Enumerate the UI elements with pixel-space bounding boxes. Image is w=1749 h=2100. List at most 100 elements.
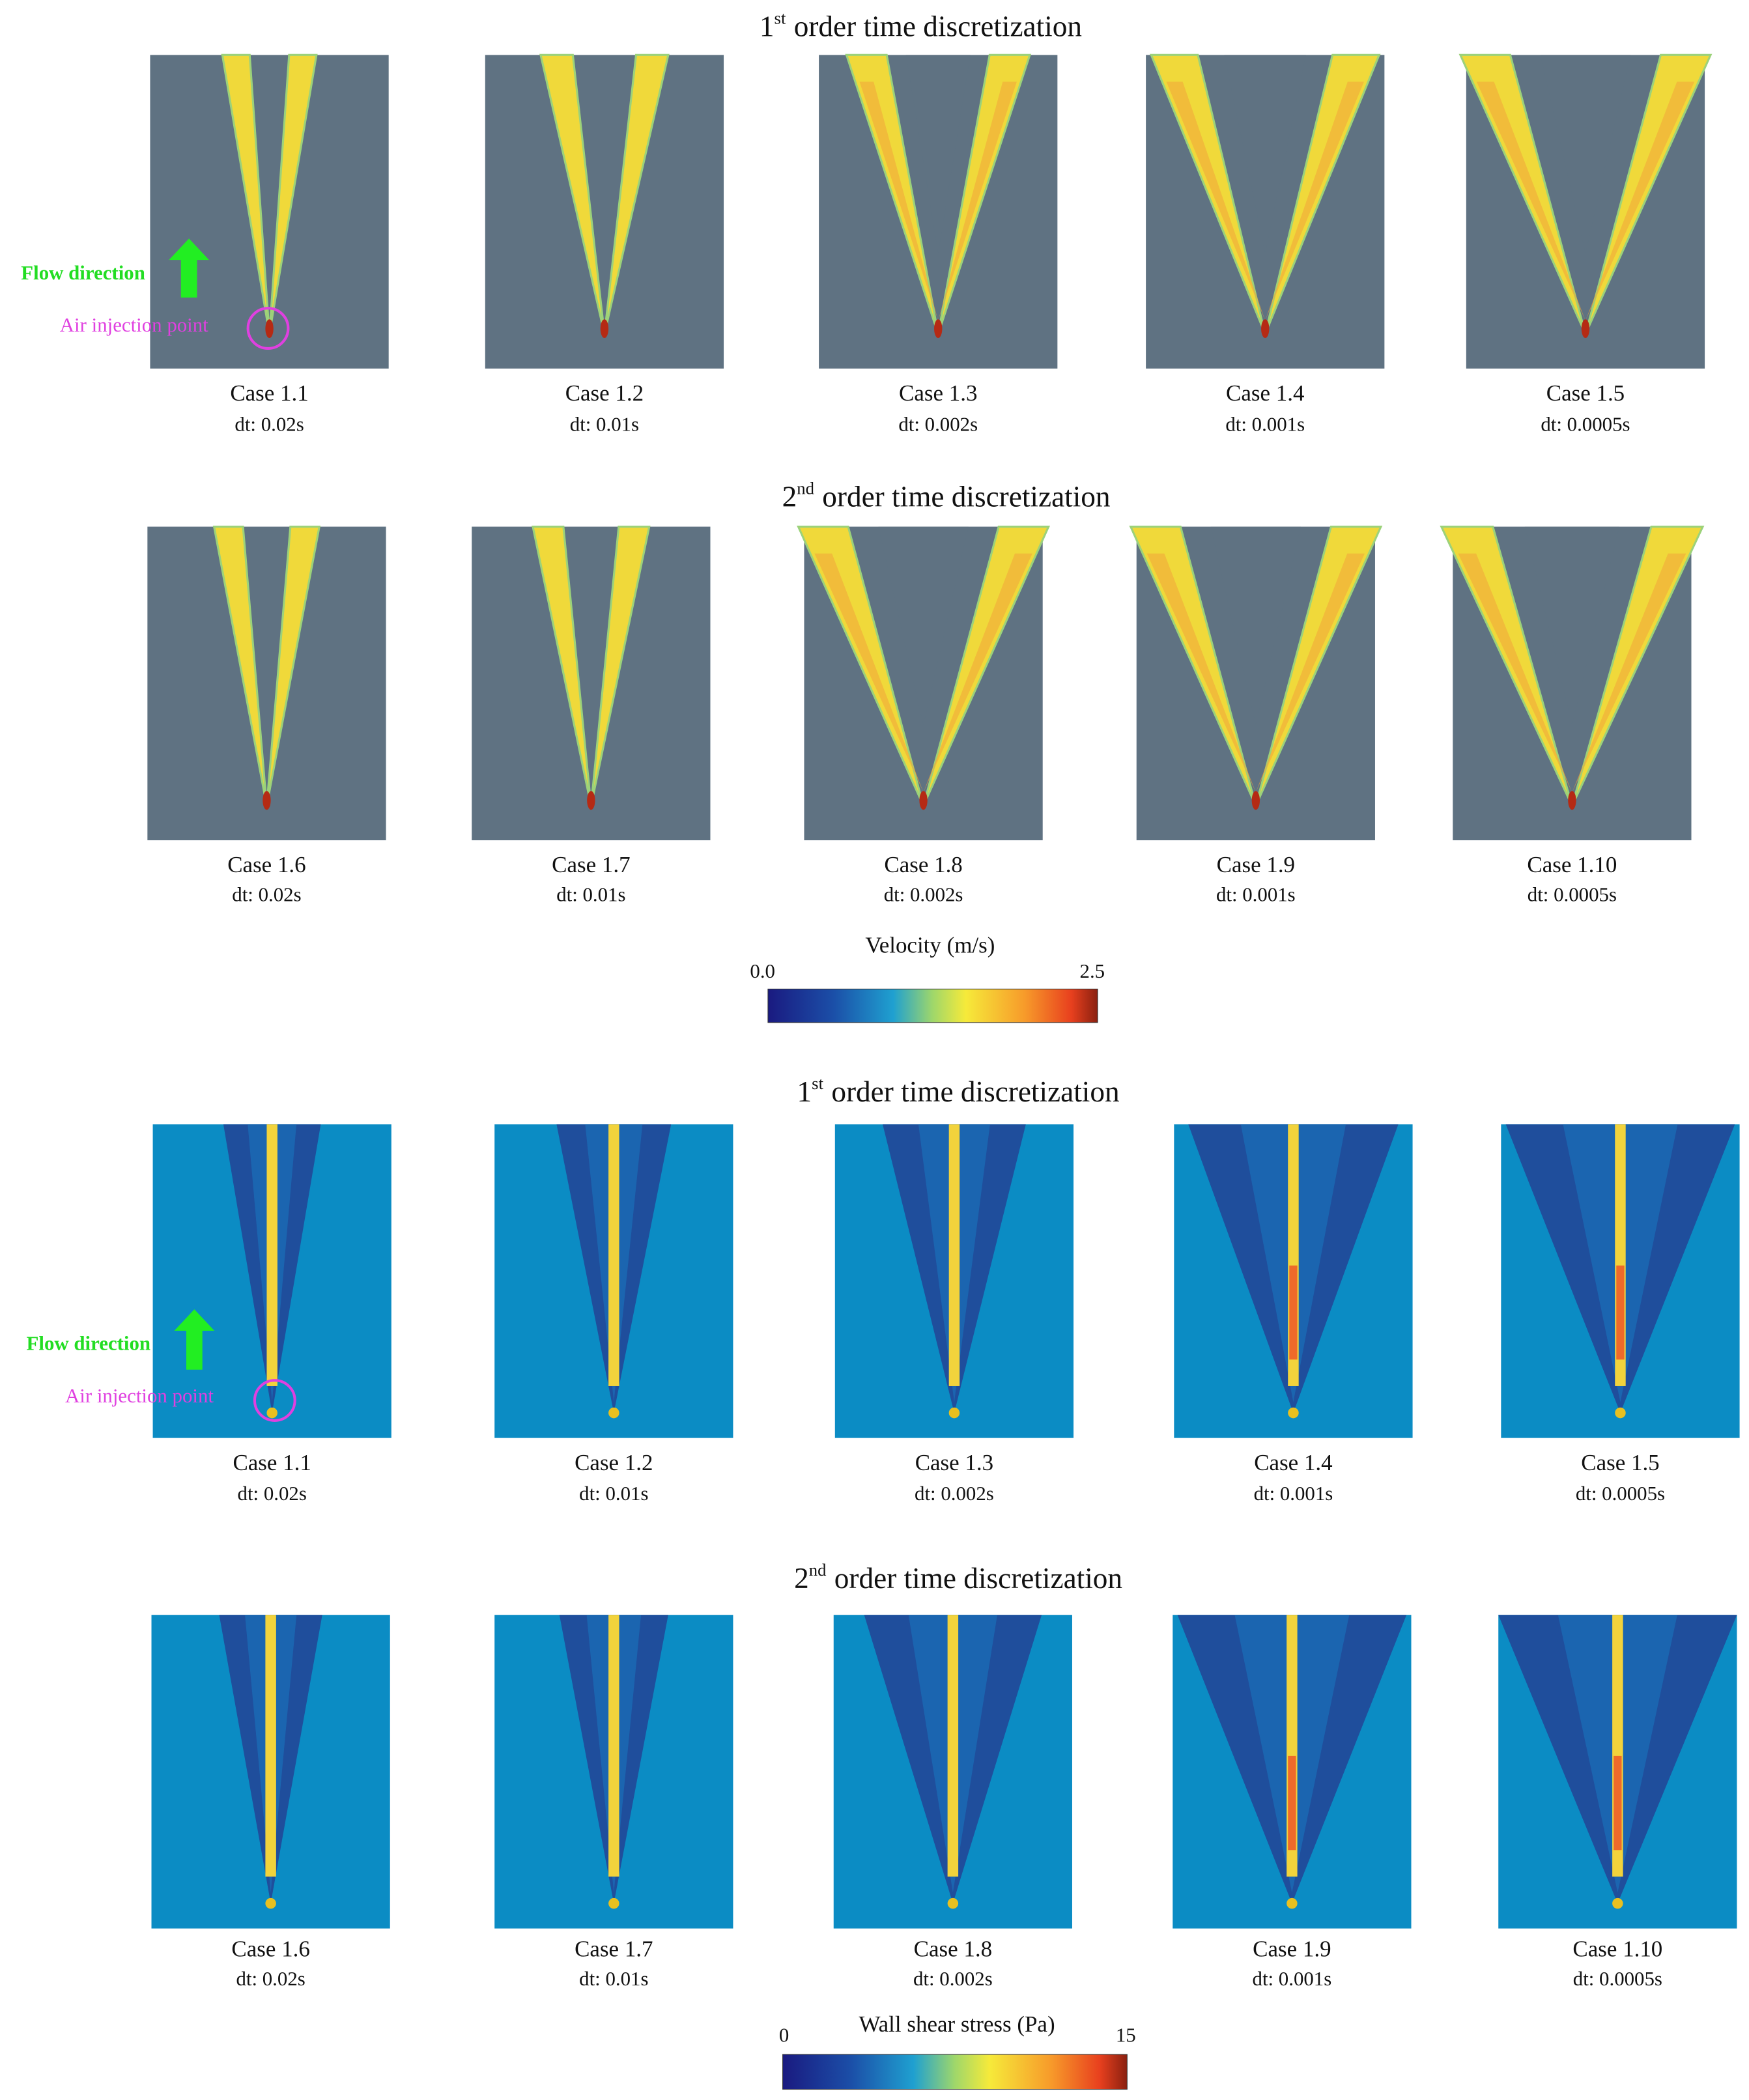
plume-core [923,553,1032,793]
plume-arm [268,53,318,335]
dt-label: dt: 0.001s [1253,1968,1332,1990]
injection-hotspot [263,791,271,810]
dt-label: dt: 0.001s [1216,884,1296,906]
plume-gap [905,55,971,254]
shear-core-hot [1289,1265,1298,1360]
colorbar [767,988,1098,1023]
shear-core-hot [1288,1755,1296,1851]
dt-label: dt: 0.02s [238,1483,307,1505]
shear-core-hot [1616,1265,1625,1360]
contour-panel [1146,53,1385,369]
injection-label: Air injection point [65,1385,214,1407]
injection-hotspot [265,319,274,339]
colorbar [782,2054,1128,2090]
injection-label: Air injection point [60,314,208,336]
contour-panel [834,1124,1074,1438]
case-label: Case 1.6 [227,852,306,877]
dt-label: dt: 0.0005s [1573,1968,1662,1990]
plume-arm [1440,526,1573,806]
flow-arrow [169,238,209,298]
plume-arm [221,53,271,335]
title-text: order time discretization [831,1075,1119,1108]
injection-hotspot [1615,1407,1626,1419]
flow-direction-label: Flow direction [21,262,145,284]
dt-label: dt: 0.002s [915,1483,994,1505]
injection-hotspot [587,791,595,810]
plume-arm [1255,526,1383,806]
plume-core [1146,553,1256,793]
title-number: 1 [760,10,775,43]
case-label: Case 1.2 [565,380,644,406]
case-label: Case 1.4 [1226,380,1304,406]
plume-arm [590,526,651,806]
title-text: order time discretization [794,10,1082,43]
plume-arm [603,53,670,335]
contour-panel [833,1615,1072,1929]
contour-panel [152,1124,391,1438]
dt-label: dt: 0.0005s [1541,413,1630,435]
dt-label: dt: 0.001s [1225,413,1305,435]
colorbar-max: 15 [1116,2024,1136,2046]
contour-panel [1458,53,1713,369]
contour-panel [1501,1124,1740,1438]
contour-panel [1173,1615,1412,1929]
case-label: Case 1.1 [233,1450,311,1475]
injection-hotspot [266,1407,277,1419]
title-suffix: st [775,8,786,27]
plume-arm [1149,53,1266,335]
title-text: order time discretization [834,1562,1122,1595]
contour-panel [494,1615,733,1929]
injection-hotspot [947,1897,959,1909]
contour-panel [1440,526,1705,841]
plume-core [1476,81,1585,321]
dt-label: dt: 0.02s [232,884,301,906]
shear-core [608,1124,619,1386]
injection-hotspot [948,1407,960,1419]
case-label: Case 1.3 [915,1450,993,1475]
contour-panel [797,526,1051,841]
colorbar-max: 2.5 [1080,960,1105,982]
case-label: Case 1.8 [914,1937,992,1962]
panel-background [150,55,389,369]
plume-gap [1210,526,1301,726]
title-number: 2 [782,481,797,513]
dt-label: dt: 0.01s [556,884,625,906]
dt-label: dt: 0.0005s [1576,1483,1665,1505]
injection-hotspot [1568,791,1576,810]
contour-panel [1498,1615,1737,1929]
case-label: Case 1.3 [899,380,977,406]
plume-arm [1584,53,1713,335]
case-label: Case 1.4 [1254,1450,1332,1475]
plume-arm [1264,53,1381,335]
dt-label: dt: 0.02s [235,413,304,435]
title-number: 2 [794,1562,809,1595]
case-label: Case 1.8 [884,852,962,877]
contour-panel [472,526,711,841]
case-label: Case 1.9 [1217,852,1295,877]
contour-panel [1174,1124,1413,1438]
injection-hotspot [1612,1897,1623,1909]
case-label: Case 1.7 [575,1937,653,1962]
plume-core [1255,553,1365,793]
dt-label: dt: 0.02s [236,1968,305,1990]
dt-label: dt: 0.002s [913,1968,993,1990]
injection-hotspot [1261,319,1270,339]
colorbar-label: Velocity (m/s) [865,933,995,958]
shear-core [265,1615,276,1877]
plume-arm [532,526,592,806]
title-suffix: st [812,1073,823,1093]
contour-panel [151,1615,390,1929]
shear-core [266,1124,277,1386]
plume-gap [1224,55,1306,254]
plume-arm [1571,526,1705,806]
contour-panel [150,53,389,369]
shear-core [608,1615,619,1877]
dt-label: dt: 0.01s [579,1968,648,1990]
contour-panel [494,1124,733,1438]
plume-arm [212,526,268,806]
title-suffix: nd [797,479,814,498]
title-suffix: nd [809,1560,827,1580]
title-number: 1 [797,1075,812,1108]
plume-core [814,553,924,793]
